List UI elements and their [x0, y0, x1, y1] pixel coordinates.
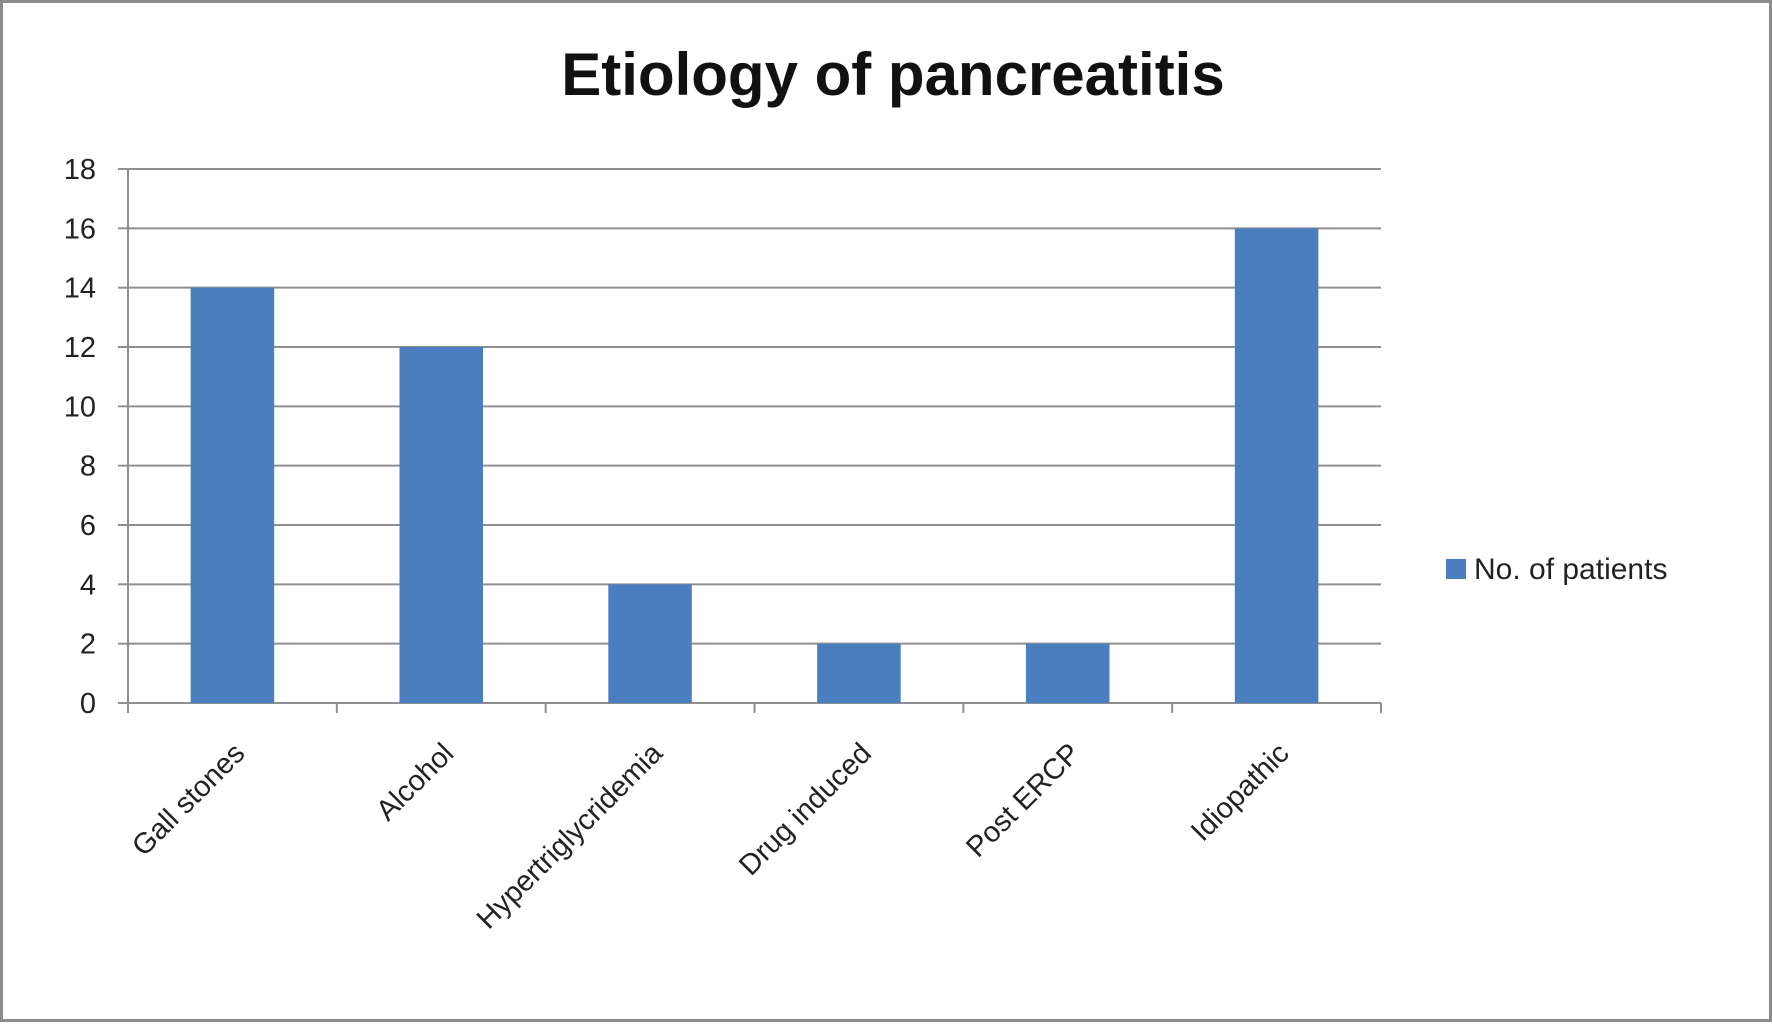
x-category-label: Hypertriglycridemia [471, 737, 670, 936]
y-tick-label: 8 [80, 451, 96, 483]
x-category-label: Alcohol [370, 737, 460, 827]
y-tick-label: 0 [80, 688, 96, 720]
x-category-labels: Gall stones Alcohol Hypertriglycridemia Dru… [126, 737, 1295, 936]
bars [190, 228, 1319, 704]
bar [608, 584, 692, 703]
gridlines [128, 168, 1381, 645]
y-tick-label: 2 [80, 629, 96, 661]
legend-label: No. of patients [1474, 553, 1667, 586]
legend-swatch [1446, 559, 1466, 579]
x-category-label: Idiopathic [1185, 737, 1295, 847]
legend: No. of patients [1446, 553, 1667, 586]
bar [1234, 228, 1319, 704]
axes [118, 168, 1382, 713]
y-tick-labels: 0 2 4 6 8 10 12 14 16 18 [64, 154, 96, 720]
x-category-label: Drug induced [733, 737, 878, 882]
bar [1025, 643, 1110, 703]
y-tick-label: 18 [64, 154, 96, 186]
bar [190, 287, 275, 703]
y-tick-label: 16 [64, 213, 96, 245]
bar [817, 643, 901, 703]
y-tick-label: 12 [64, 332, 96, 364]
y-tick-label: 4 [80, 569, 96, 601]
y-tick-label: 14 [64, 273, 96, 305]
bar [399, 347, 484, 703]
x-category-label: Gall stones [126, 737, 251, 862]
x-category-label: Post ERCP [960, 737, 1086, 863]
y-tick-label: 10 [64, 391, 96, 423]
chart-title: Etiology of pancreatitis [561, 41, 1224, 108]
bar-chart: Etiology of pancreatitis 0 2 4 6 8 10 12 14 16 18… [64, 41, 1668, 936]
y-tick-label: 6 [80, 510, 96, 542]
